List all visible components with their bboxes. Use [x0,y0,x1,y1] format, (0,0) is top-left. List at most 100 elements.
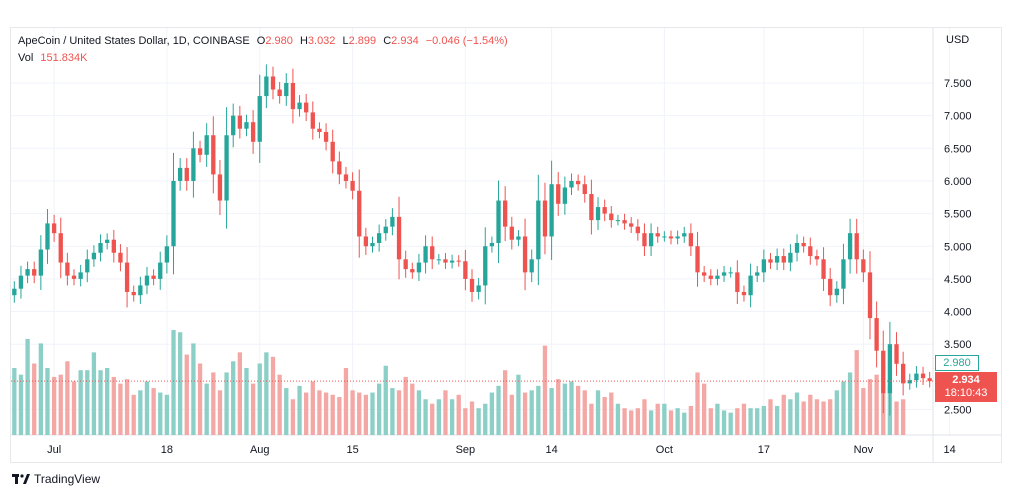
volume-bar [443,390,448,435]
chart-frame[interactable] [10,27,1002,463]
x-tick-label: 14 [943,444,955,456]
y-tick-label: 7.500 [944,78,972,90]
candle-body [761,259,767,273]
volume-bar [383,365,388,435]
volume-bar [164,394,170,435]
volume-bar [436,399,441,435]
volume-bar [363,394,369,435]
candle-body [430,246,435,260]
volume-bar [32,363,37,435]
candle-body [542,200,548,237]
candle-body [144,275,150,286]
volume-bar [211,372,216,435]
candle-body [788,252,793,263]
candle-body [489,242,495,247]
volume-bar [323,392,329,435]
candle-body [436,259,441,261]
candle-body [615,220,621,222]
tradingview-brand[interactable]: TradingView [12,472,100,486]
candle-body [648,233,654,247]
volume-bar [396,390,402,435]
volume-bar [111,376,116,435]
volume-bar [343,367,349,435]
volume-bar [91,352,97,435]
x-tick-label: 17 [758,444,770,456]
volume-bar [376,383,382,435]
volume-bar [861,388,866,435]
currency-label[interactable]: USD [946,34,970,46]
candle-body [774,256,780,263]
y-tick-label: 2.500 [944,405,972,417]
volume-bar [761,405,767,435]
candle-body [91,252,97,260]
x-tick-label: Aug [250,444,270,456]
volume-bar [808,394,813,435]
candle-body [297,102,302,110]
candle-body [476,285,481,292]
candle-body [231,115,236,136]
candle-body [416,262,422,273]
volume-bar [854,350,859,435]
candle-body [569,180,574,188]
volume-bar [900,399,906,435]
volume-bar [244,367,249,435]
volume-bar [304,392,309,435]
candle-body [396,216,402,260]
y-tick-label: 3.500 [944,339,972,351]
volume-bar [138,390,143,435]
volume-bar [629,410,634,435]
y-tick-label: 6.000 [944,176,972,188]
candle-body [589,194,594,221]
volume-bar [297,385,302,435]
volume-bar [337,397,342,435]
candle-body [821,259,826,279]
candle-body [867,272,873,319]
candle-body [748,275,753,296]
candle-body [715,275,720,279]
volume-bar [635,408,640,435]
volume-bar [801,401,806,435]
volume-label[interactable]: Vol [18,52,34,64]
candle-body [78,272,83,279]
volume-bar [277,374,282,435]
volume-bar [38,343,44,435]
volume-bar [403,376,408,435]
volume-bar [642,399,647,435]
candle-body [184,167,189,181]
volume-bar [250,383,256,435]
volume-bar [814,399,820,435]
candle-body [708,275,713,279]
candle-body [257,96,262,142]
change-value: −0.046 (−1.54%) [425,35,508,47]
candle-body [688,233,694,247]
volume-bar [456,394,461,435]
candle-body [702,272,707,276]
volume-bar [834,390,839,435]
candle-body [370,242,375,247]
volume-bar [688,405,694,435]
volume-bar [310,381,315,435]
candle-body [277,89,282,97]
ohlc-legend: ApeCoin / United States Dollar, 1D, COIN… [18,35,508,47]
candle-body [12,288,17,296]
candle-body [655,233,660,237]
volume-bar [65,361,70,435]
candle-body [443,259,448,263]
candle-body [449,260,455,263]
candle-body [105,239,110,243]
candle-body [695,246,700,273]
candle-body [204,135,209,155]
candle-body [927,378,932,382]
volume-bar [774,405,780,435]
x-tick-label: 14 [545,444,557,456]
volume-bar [602,397,607,435]
volume-bar [124,379,130,435]
close-value: 2.934 [391,35,419,47]
candle-body [350,180,355,191]
symbol-title[interactable]: ApeCoin / United States Dollar, 1D, COIN… [18,35,250,47]
volume-bar [781,394,786,435]
volume-bar [874,374,879,435]
candle-body [768,259,773,263]
candle-body [343,174,349,181]
